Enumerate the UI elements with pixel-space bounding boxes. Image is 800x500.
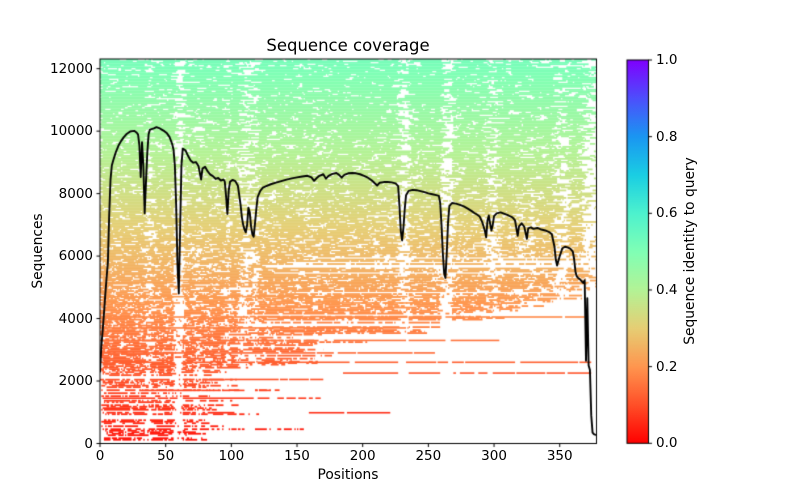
colorbar-label: Sequence identity to query	[682, 157, 698, 345]
y-tick-label: 6000	[58, 248, 93, 265]
x-tick-label: 100	[218, 448, 245, 464]
colorbar-tick-label: 0.2	[656, 358, 678, 375]
y-tick-label: 2000	[58, 373, 93, 390]
x-tick-label: 0	[95, 448, 105, 464]
y-tick-label: 12000	[50, 60, 93, 77]
colorbar-tick-label: 0.0	[656, 435, 678, 452]
y-tick-label: 8000	[58, 185, 93, 202]
y-axis-label: Sequences	[30, 213, 46, 289]
y-tick-label: 10000	[50, 123, 93, 140]
x-tick-label: 250	[415, 448, 442, 464]
x-tick-label: 300	[481, 448, 507, 464]
x-tick-label: 150	[284, 448, 310, 464]
colorbar-tick-label: 0.6	[656, 205, 678, 222]
colorbar-tick-label: 1.0	[656, 52, 678, 68]
page-title: Sequence coverage	[266, 36, 430, 55]
colorbar-tick-label: 0.4	[656, 281, 678, 298]
x-tick-label: 350	[546, 448, 573, 464]
x-tick-label: 200	[349, 448, 376, 464]
y-tick-label: 4000	[58, 310, 93, 327]
colorbar-tick-label: 0.8	[656, 128, 678, 145]
y-tick-label: 0	[84, 435, 93, 452]
x-axis-label: Positions	[317, 467, 379, 483]
x-tick-label: 50	[157, 448, 175, 464]
